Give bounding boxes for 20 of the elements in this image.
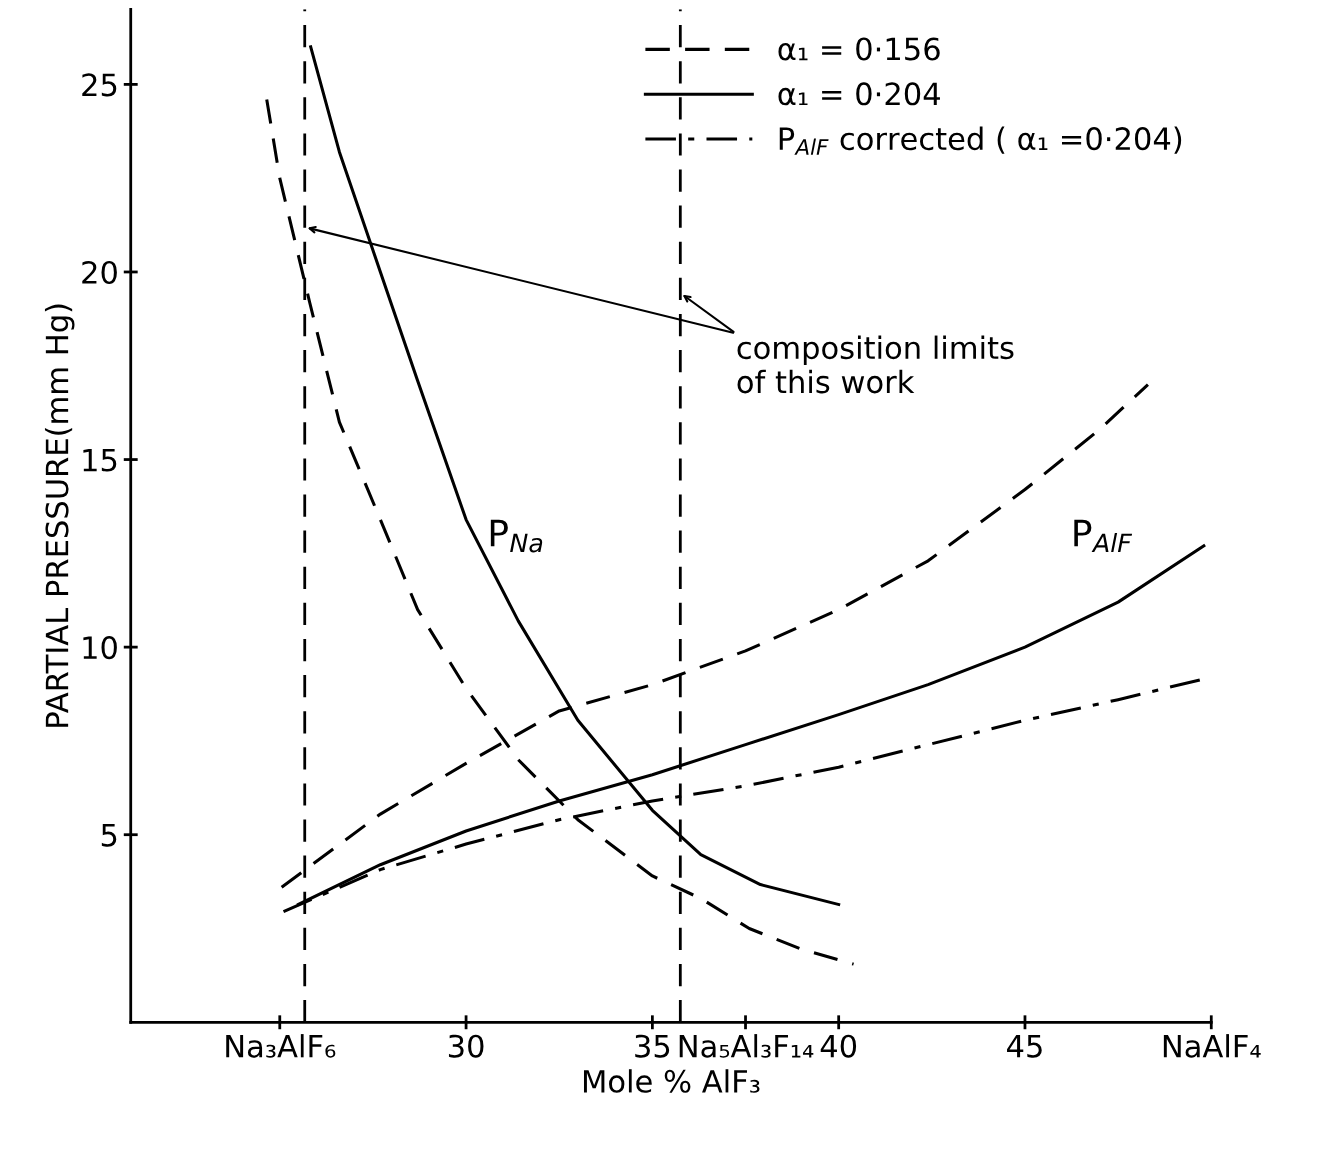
legend-label: P$_{AlF}$ corrected ( α₁ =0·204) [779, 126, 1182, 155]
x-tick-label: 45 [1007, 1035, 1042, 1058]
x-tick-label: NaAlF₄ [1163, 1034, 1261, 1058]
y-axis-title: PARTIAL PRESSURE(mm Hg) [44, 304, 75, 727]
x-tick-label: 30 [448, 1034, 484, 1058]
y-tick-label: 25 [82, 73, 117, 97]
annotation: composition limits of this work [737, 335, 1014, 394]
annotation: P$_{Na}$ [490, 519, 543, 553]
y-tick-label: 20 [82, 260, 117, 285]
x-tick-label: Na₅Al₃F₁₄ [679, 1034, 814, 1058]
x-tick-label: 35 [635, 1034, 670, 1058]
x-tick-label: Na₃AlF₆ [226, 1034, 336, 1058]
y-tick-label: 5 [101, 824, 117, 847]
y-tick-label: 10 [83, 636, 117, 660]
annotation: P$_{AlF}$ [1074, 519, 1133, 553]
x-tick-label: 40 [820, 1034, 857, 1058]
y-tick-label: 15 [83, 448, 117, 472]
legend-label: α₁ = 0·156 [778, 37, 940, 61]
legend-label: α₁ = 0·204 [778, 82, 940, 106]
x-axis-title: Mole % AlF₃ [583, 1069, 760, 1093]
